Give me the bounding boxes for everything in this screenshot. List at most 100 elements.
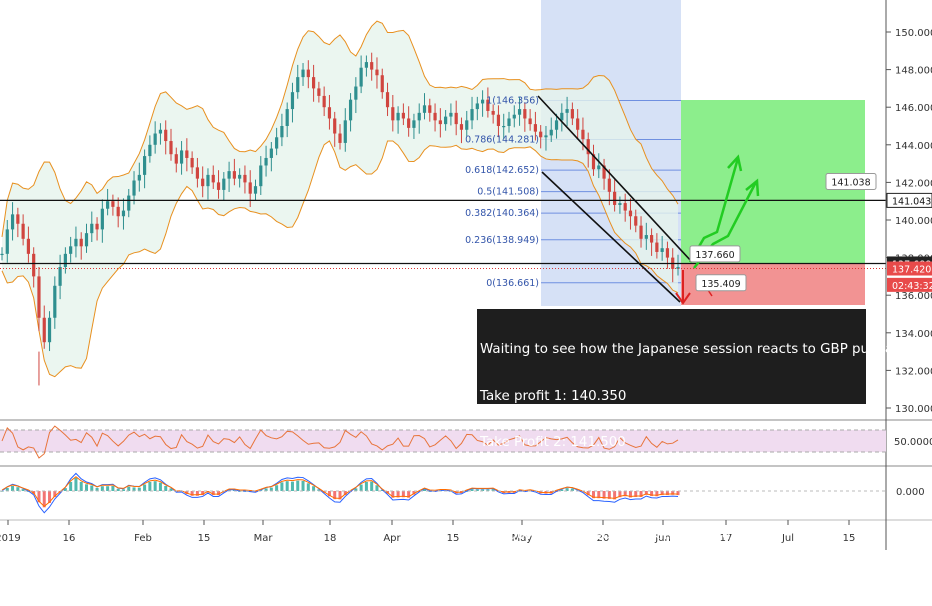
candle-body	[343, 120, 347, 143]
macd-bar	[486, 489, 490, 491]
wedge-lines	[537, 95, 693, 303]
macd-axis-label: 0.000	[896, 487, 925, 498]
time-tick-label: May	[512, 533, 533, 544]
time-tick-label: 16	[63, 533, 76, 544]
candle-body	[480, 99, 485, 104]
candle-body	[333, 118, 337, 134]
candle-body	[655, 242, 659, 252]
candle-body	[311, 77, 316, 89]
candle-body	[269, 148, 273, 158]
macd-bar	[264, 488, 268, 491]
candle-body	[618, 203, 622, 205]
time-tick-label: Jul	[781, 533, 794, 544]
candle-body	[375, 69, 379, 76]
macd-bar	[132, 487, 136, 491]
macd-bar	[475, 489, 479, 491]
time-tick-label: 17	[720, 533, 733, 544]
candle-body	[449, 112, 453, 117]
candle-body	[243, 174, 247, 183]
time-tick-label: Jun	[654, 533, 671, 544]
candle-body	[327, 107, 332, 119]
candle-body	[0, 253, 4, 256]
candle-body	[137, 174, 141, 181]
candle-body	[628, 210, 633, 217]
candle-body	[153, 133, 157, 145]
candle-body	[660, 248, 664, 252]
macd-bar	[327, 491, 331, 497]
candle-body	[10, 214, 15, 230]
macd-bar	[153, 481, 157, 491]
candle-body	[676, 267, 680, 269]
candle-body	[47, 317, 52, 343]
macd-bar	[317, 489, 321, 491]
candle-body	[280, 126, 284, 138]
position-label-box	[695, 274, 747, 292]
fib-level-label: 0.236(138.949)	[465, 235, 539, 246]
candle-body	[613, 191, 617, 205]
time-tick-label: 15	[447, 533, 460, 544]
candle-body	[491, 110, 495, 115]
macd-pane[interactable]	[0, 472, 886, 514]
candle-body	[238, 174, 242, 179]
position-label-box	[825, 172, 877, 190]
macd-bar	[306, 483, 310, 491]
macd-bar	[90, 485, 94, 491]
position-label-text: 135.409	[701, 279, 740, 290]
fib-level-label: 0.786(144.281)	[465, 135, 539, 146]
candle-body	[169, 141, 173, 155]
candle-body	[158, 129, 163, 134]
candle-body	[253, 186, 258, 194]
macd-bar	[333, 491, 337, 500]
note-line-4	[480, 482, 863, 498]
macd-bar	[592, 491, 595, 499]
bollinger-lower	[1, 140, 679, 378]
macd-bar	[570, 488, 574, 491]
candle-body	[517, 109, 522, 115]
candle-body	[560, 112, 564, 121]
candle-body	[296, 77, 300, 93]
macd-bar	[74, 477, 78, 491]
macd-bar	[586, 491, 590, 496]
candle-body	[190, 157, 194, 168]
macd-bar	[380, 490, 384, 491]
macd-bar	[143, 484, 147, 491]
macd-bar	[100, 486, 104, 491]
price-tag	[886, 192, 932, 208]
macd-bar	[5, 487, 9, 491]
macd-bar	[185, 491, 189, 495]
price-tag	[887, 261, 932, 276]
macd-bar	[660, 491, 664, 496]
candle-body	[581, 129, 585, 140]
rsi-pane[interactable]	[0, 425, 886, 459]
macd-bar	[401, 491, 405, 498]
candle-body	[602, 165, 606, 179]
candle-body	[306, 69, 310, 78]
candle-body	[16, 214, 20, 224]
macd-bar	[391, 491, 395, 498]
candle-body	[179, 150, 184, 164]
macd-bar	[37, 491, 41, 503]
candles	[0, 52, 680, 386]
candle-body	[644, 235, 648, 239]
main-pane[interactable]: 137.660 135.409 141.038	[0, 0, 886, 386]
candle-body	[512, 114, 516, 119]
candle-body	[465, 120, 469, 130]
price-axis[interactable]: 150.000 148.000 146.000 144.000 142.000 140.0…	[886, 28, 932, 415]
price-tick-label: 150.000	[895, 28, 932, 39]
candle-body	[232, 171, 236, 179]
macd-bar	[607, 491, 611, 499]
candle-body	[544, 135, 548, 138]
macd-bar	[296, 480, 300, 491]
candle-body	[37, 276, 41, 318]
candle-body	[248, 182, 252, 194]
candle-body	[5, 229, 9, 254]
macd-bar	[195, 491, 199, 496]
macd-bar	[364, 481, 368, 491]
macd-bar	[164, 485, 168, 491]
candle-body	[132, 180, 136, 196]
macd-bar	[217, 491, 221, 496]
